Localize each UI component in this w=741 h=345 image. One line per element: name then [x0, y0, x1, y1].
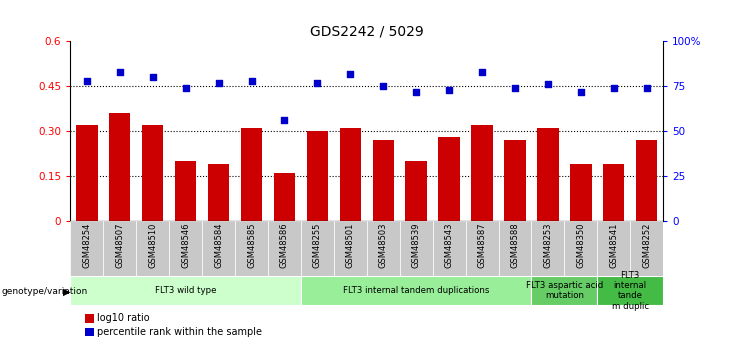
- Bar: [208, 164, 229, 221]
- Text: GSM48546: GSM48546: [181, 223, 190, 268]
- Point: [279, 118, 290, 123]
- Point: [377, 83, 389, 89]
- Bar: [339, 128, 361, 221]
- Text: FLT3 internal tandem duplications: FLT3 internal tandem duplications: [343, 286, 489, 295]
- Point: [443, 87, 455, 92]
- Bar: [103, 221, 136, 278]
- Bar: [405, 161, 427, 221]
- Bar: [636, 140, 657, 221]
- Bar: [301, 276, 531, 305]
- Bar: [603, 164, 625, 221]
- Point: [311, 80, 323, 86]
- Bar: [109, 113, 130, 221]
- Point: [147, 75, 159, 80]
- Bar: [439, 137, 460, 221]
- Bar: [202, 221, 235, 278]
- Bar: [241, 128, 262, 221]
- Text: log10 ratio: log10 ratio: [97, 314, 150, 323]
- Text: GSM48586: GSM48586: [280, 223, 289, 268]
- Text: GSM48585: GSM48585: [247, 223, 256, 268]
- Bar: [471, 125, 493, 221]
- Bar: [531, 221, 565, 278]
- Bar: [433, 221, 465, 278]
- Text: GSM48255: GSM48255: [313, 223, 322, 268]
- Bar: [142, 125, 164, 221]
- Text: FLT3 wild type: FLT3 wild type: [155, 286, 216, 295]
- Bar: [70, 276, 301, 305]
- Bar: [597, 221, 631, 278]
- Text: GSM48503: GSM48503: [379, 223, 388, 268]
- Bar: [399, 221, 433, 278]
- Point: [542, 82, 554, 87]
- Text: GSM48350: GSM48350: [576, 223, 585, 268]
- Text: FLT3
internal
tande
m duplic: FLT3 internal tande m duplic: [612, 270, 649, 311]
- Bar: [273, 173, 295, 221]
- Bar: [597, 276, 663, 305]
- Bar: [136, 221, 169, 278]
- Point: [180, 85, 192, 91]
- Point: [411, 89, 422, 95]
- Bar: [70, 221, 103, 278]
- Bar: [565, 221, 597, 278]
- Point: [213, 80, 225, 86]
- Point: [608, 85, 619, 91]
- Bar: [570, 164, 591, 221]
- Point: [345, 71, 356, 77]
- Text: GSM48253: GSM48253: [543, 223, 553, 268]
- Text: GSM48510: GSM48510: [148, 223, 157, 268]
- Bar: [76, 125, 98, 221]
- Point: [641, 85, 653, 91]
- Point: [509, 85, 521, 91]
- Text: GSM48541: GSM48541: [609, 223, 618, 268]
- Bar: [175, 161, 196, 221]
- Bar: [373, 140, 394, 221]
- Text: GSM48587: GSM48587: [477, 223, 487, 268]
- Bar: [465, 221, 499, 278]
- Text: ▶: ▶: [63, 287, 70, 296]
- Bar: [537, 128, 559, 221]
- Text: percentile rank within the sample: percentile rank within the sample: [97, 327, 262, 337]
- Text: GSM48507: GSM48507: [116, 223, 124, 268]
- Point: [114, 69, 126, 75]
- Text: GSM48588: GSM48588: [511, 223, 519, 268]
- Text: GSM48543: GSM48543: [445, 223, 453, 268]
- Bar: [307, 131, 328, 221]
- Point: [81, 78, 93, 83]
- Point: [575, 89, 587, 95]
- Bar: [505, 140, 525, 221]
- Point: [245, 78, 257, 83]
- Bar: [268, 221, 301, 278]
- Bar: [499, 221, 531, 278]
- Bar: [169, 221, 202, 278]
- Text: genotype/variation: genotype/variation: [1, 287, 87, 296]
- Bar: [301, 221, 334, 278]
- Title: GDS2242 / 5029: GDS2242 / 5029: [310, 25, 424, 39]
- Bar: [531, 276, 597, 305]
- Text: GSM48539: GSM48539: [412, 223, 421, 268]
- Text: FLT3 aspartic acid
mutation: FLT3 aspartic acid mutation: [526, 281, 603, 300]
- Text: GSM48584: GSM48584: [214, 223, 223, 268]
- Text: GSM48254: GSM48254: [82, 223, 91, 268]
- Bar: [334, 221, 367, 278]
- Bar: [235, 221, 268, 278]
- Point: [476, 69, 488, 75]
- Text: GSM48252: GSM48252: [642, 223, 651, 268]
- Text: GSM48501: GSM48501: [346, 223, 355, 268]
- Bar: [367, 221, 399, 278]
- Bar: [631, 221, 663, 278]
